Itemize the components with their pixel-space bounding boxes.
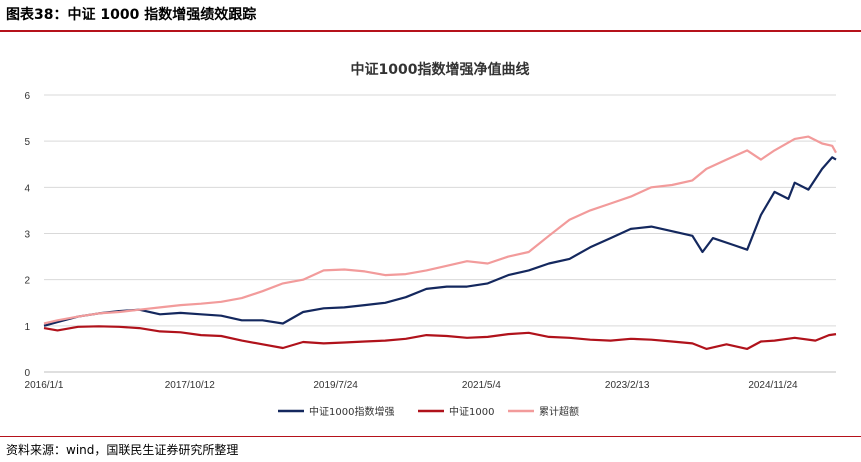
y-tick-label: 6 xyxy=(24,91,30,102)
series-line-2 xyxy=(43,325,837,350)
x-tick-label: 2021/5/4 xyxy=(462,380,501,391)
x-tick-label: 2019/7/24 xyxy=(313,380,358,391)
grid-lines xyxy=(44,94,836,327)
y-tick-label: 1 xyxy=(24,322,30,333)
series-lines xyxy=(43,135,837,350)
series-line-1 xyxy=(43,156,837,327)
x-axis: 2016/1/1 2017/10/12 2019/7/24 2021/5/4 2023/… xyxy=(25,371,836,391)
y-tick-label: 2 xyxy=(24,276,30,287)
chart-title: 中证1000指数增强净值曲线 xyxy=(351,61,530,78)
x-tick-label: 2017/10/12 xyxy=(165,380,215,391)
y-tick-label: 0 xyxy=(24,368,30,379)
bottom-divider xyxy=(0,436,861,437)
series-line-3 xyxy=(43,135,837,325)
top-divider xyxy=(0,30,861,32)
chart-canvas: 中证1000指数增强净值曲线 0 1 2 3 4 5 6 2016/1/1 2017/10/1… xyxy=(24,61,837,418)
x-tick-label: 2023/2/13 xyxy=(605,380,650,391)
legend-label-1: 中证1000指数增强 xyxy=(309,405,394,418)
legend: 中证1000指数增强 中证1000 累计超额 xyxy=(278,405,579,418)
legend-label-2: 中证1000 xyxy=(449,405,494,418)
y-tick-label: 4 xyxy=(24,183,30,194)
figure-title: 图表38：中证 1000 指数增强绩效跟踪 xyxy=(6,7,257,23)
y-axis-ticks: 0 1 2 3 4 5 6 xyxy=(24,91,30,379)
y-tick-label: 5 xyxy=(24,137,30,148)
legend-label-3: 累计超额 xyxy=(539,405,579,418)
source-note: 资料来源：wind，国联民生证券研究所整理 xyxy=(6,443,239,457)
x-tick-label: 2016/1/1 xyxy=(25,380,64,391)
x-tick-label: 2024/11/24 xyxy=(748,380,798,391)
y-tick-label: 3 xyxy=(24,230,30,241)
